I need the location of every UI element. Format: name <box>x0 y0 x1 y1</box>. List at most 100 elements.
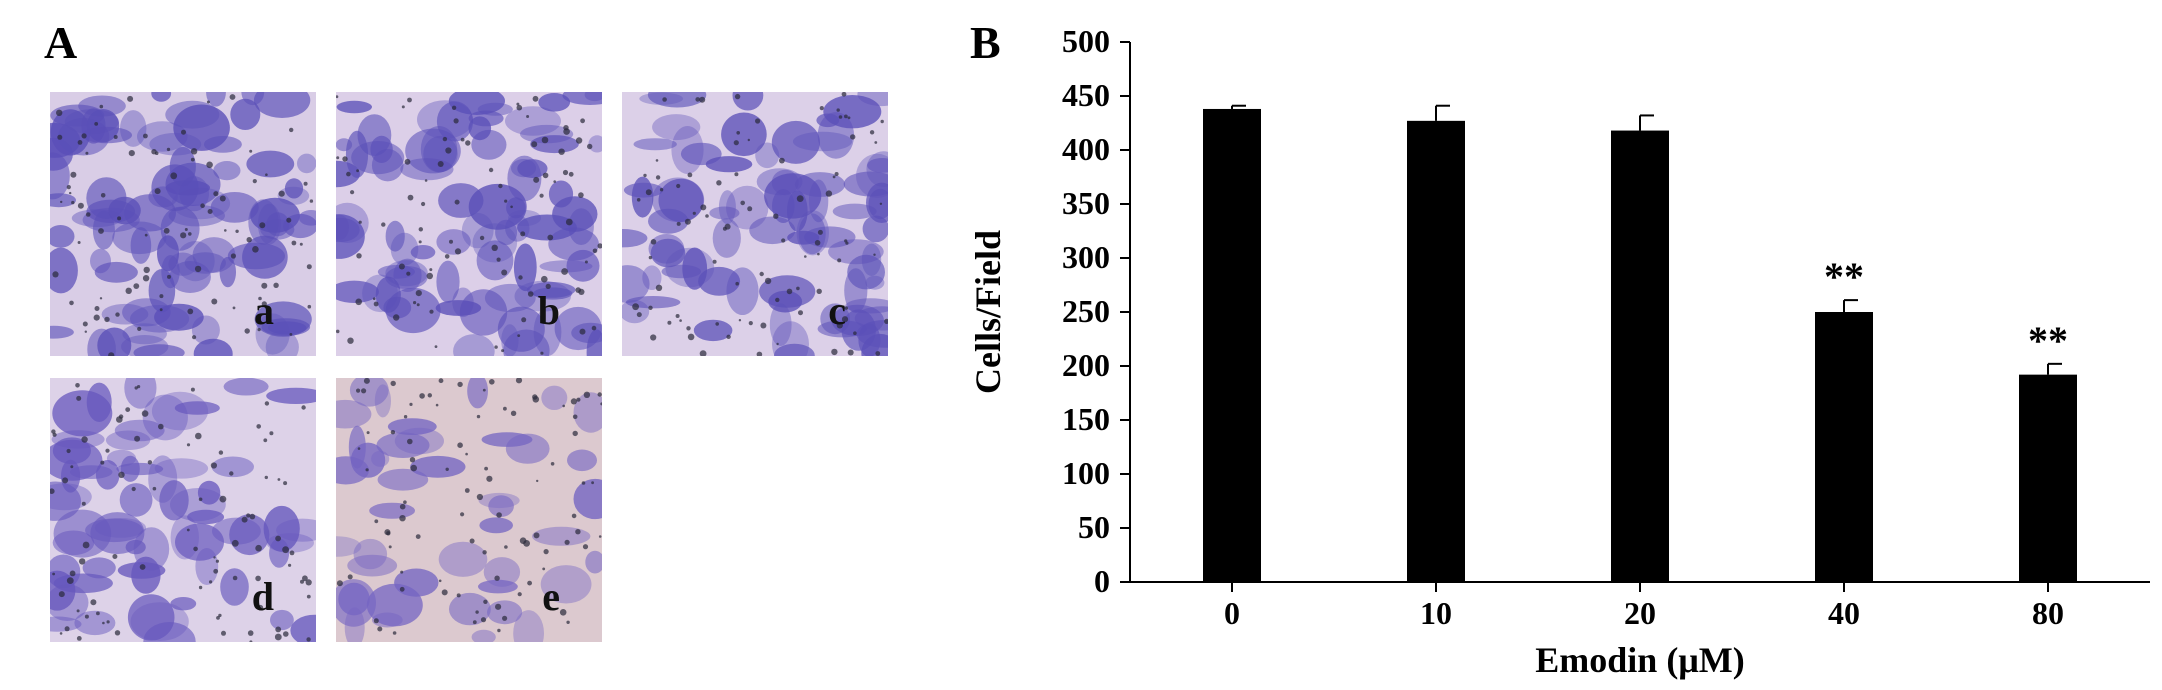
membrane-pore <box>302 575 308 582</box>
stained-cell-cluster <box>297 153 316 174</box>
membrane-pore <box>289 550 295 556</box>
membrane-pore <box>516 104 523 111</box>
membrane-pore <box>235 229 239 233</box>
membrane-pore <box>249 513 256 520</box>
membrane-pore <box>386 531 391 536</box>
membrane-pore <box>841 316 849 323</box>
membrane-pore <box>655 159 659 162</box>
membrane-pore <box>231 539 239 547</box>
membrane-pore <box>190 387 195 392</box>
membrane-pore <box>377 626 383 632</box>
membrane-pore <box>540 351 544 355</box>
stained-cell-cluster <box>246 150 295 178</box>
stained-cell-cluster <box>81 126 132 144</box>
membrane-pore <box>418 227 423 232</box>
stained-cell-cluster <box>769 303 792 346</box>
membrane-pore <box>740 200 745 206</box>
membrane-pore <box>563 128 570 135</box>
membrane-pore <box>221 630 226 636</box>
membrane-pore <box>517 592 522 597</box>
membrane-pore <box>125 287 132 294</box>
membrane-pore <box>390 380 396 387</box>
stained-cell-cluster <box>495 219 518 246</box>
membrane-pore <box>84 614 89 619</box>
membrane-pore <box>884 318 888 324</box>
micrograph-c-image <box>622 92 888 356</box>
x-tick-label: 0 <box>1224 595 1240 631</box>
x-axis-title: Emodin (μM) <box>1535 640 1744 680</box>
membrane-pore <box>60 200 63 204</box>
membrane-pore <box>650 239 657 245</box>
stained-cell-cluster <box>453 334 495 356</box>
membrane-pore <box>460 512 465 517</box>
membrane-pore <box>64 626 70 632</box>
stained-cell-cluster <box>774 343 815 356</box>
membrane-pore <box>465 140 471 146</box>
membrane-pore <box>570 398 577 405</box>
membrane-pore <box>56 109 63 116</box>
bar-0 <box>1203 108 1261 583</box>
membrane-pore <box>406 271 411 276</box>
membrane-pore <box>517 334 521 337</box>
stained-cell-cluster <box>336 100 372 114</box>
membrane-pore <box>817 229 823 235</box>
stained-cell-cluster <box>847 254 885 290</box>
stained-cell-cluster <box>726 185 769 230</box>
membrane-pore <box>494 345 498 349</box>
stained-cell-cluster <box>374 384 391 418</box>
membrane-pore <box>502 615 508 621</box>
membrane-pore <box>434 345 438 348</box>
membrane-pore <box>210 462 217 469</box>
membrane-pore <box>847 116 851 120</box>
membrane-pore <box>303 181 308 186</box>
membrane-pore <box>57 134 63 140</box>
membrane-pore <box>269 431 274 436</box>
membrane-pore <box>99 104 104 109</box>
membrane-pore <box>562 404 565 408</box>
stained-cell-cluster <box>157 235 179 272</box>
membrane-pore <box>648 305 653 310</box>
membrane-pore <box>151 149 157 155</box>
stained-cell-cluster <box>50 616 82 632</box>
membrane-pore <box>533 532 540 539</box>
bar-80 <box>2019 374 2077 582</box>
stained-cell-cluster <box>50 137 73 171</box>
stained-cell-cluster <box>513 610 544 642</box>
membrane-pore <box>687 172 693 178</box>
membrane-pore <box>844 306 848 310</box>
membrane-pore <box>127 95 134 102</box>
membrane-pore <box>118 471 125 478</box>
membrane-pore <box>273 282 279 288</box>
membrane-pore <box>536 479 539 483</box>
membrane-pore <box>643 173 647 178</box>
membrane-pore <box>532 95 539 102</box>
membrane-pore <box>566 620 570 624</box>
stained-cell-cluster <box>213 161 241 181</box>
membrane-pore <box>58 591 65 598</box>
membrane-pore <box>159 308 163 312</box>
membrane-pore <box>636 198 641 202</box>
stained-cell-cluster <box>148 269 176 313</box>
membrane-pore <box>336 580 343 587</box>
membrane-pore <box>52 432 57 437</box>
membrane-pore <box>246 237 252 243</box>
stained-cell-cluster <box>336 456 369 485</box>
stained-cell-cluster <box>148 455 178 503</box>
membrane-pore <box>307 304 312 309</box>
membrane-pore <box>572 430 578 437</box>
membrane-pore <box>66 185 71 190</box>
membrane-pore <box>541 275 548 283</box>
stained-cell-cluster <box>349 378 389 407</box>
stained-cell-cluster <box>266 387 316 404</box>
stained-cell-cluster <box>170 597 197 611</box>
membrane-pore <box>875 351 881 356</box>
membrane-pore <box>501 269 508 276</box>
membrane-pore <box>398 263 405 270</box>
membrane-pore <box>583 391 591 398</box>
membrane-pore <box>69 191 72 195</box>
membrane-pore <box>104 316 110 323</box>
membrane-pore <box>449 239 453 244</box>
membrane-pore <box>662 97 667 102</box>
membrane-pore <box>659 188 664 192</box>
stained-cell-cluster <box>336 138 353 152</box>
